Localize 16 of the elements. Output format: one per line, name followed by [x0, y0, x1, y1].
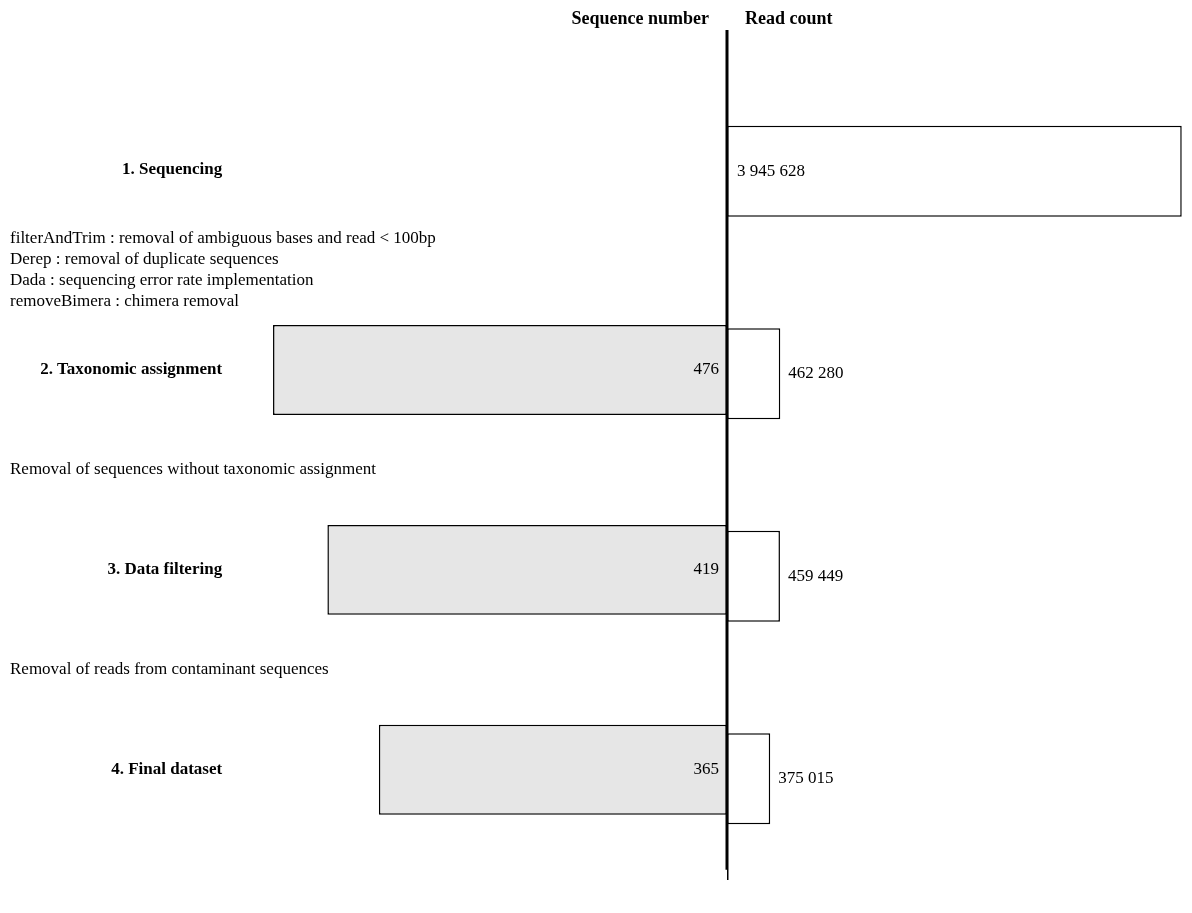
chart-title: Sequence number — [571, 7, 709, 28]
data-label: 3 945 628 — [737, 160, 805, 180]
y-tick-label: 4. Final dataset — [111, 759, 223, 779]
chart-title: Read count — [745, 7, 833, 28]
annotation: filterAndTrim : removal of ambiguous bases and read < 100bp Derep : removal of duplicate sequences Dada : sequencing error rate implementation removeBimera : chimera removal — [10, 227, 436, 310]
data-label: 375 015 — [778, 768, 834, 788]
data-label: 462 280 — [788, 363, 844, 383]
data-label: 459 449 — [787, 565, 844, 585]
y-tick-label: 2. Taxonomic assignment — [40, 359, 223, 379]
data-label: 365 — [693, 759, 719, 779]
data-label: 419 — [693, 559, 719, 579]
data-label: 476 — [693, 359, 719, 379]
y-tick-label: 1. Sequencing — [122, 159, 223, 179]
annotation: Removal of sequences without taxonomic assignment — [10, 459, 377, 479]
y-tick-label: 3. Data filtering — [107, 559, 223, 579]
annotation: Removal of reads from contaminant sequences — [10, 659, 329, 679]
